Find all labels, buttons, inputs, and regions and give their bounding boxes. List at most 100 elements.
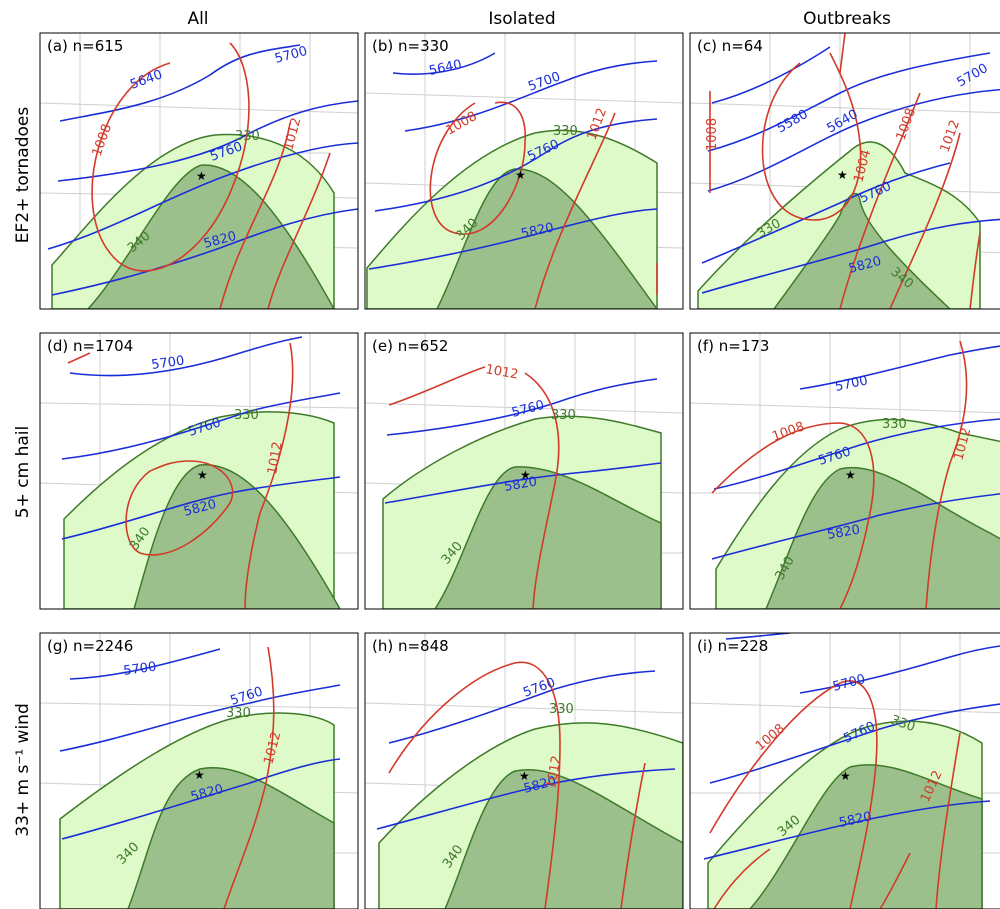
height-contour [703, 633, 1000, 860]
mslp-contour [388, 366, 560, 609]
panel-g: 5700 5760 5820 1012 330 340 ★ (g) n=2246 [39, 632, 359, 909]
theta-e-label: 330 [553, 124, 578, 139]
row-title-tornadoes: EF2+ tornadoes [13, 107, 33, 244]
panel-label: (i) n=228 [697, 637, 768, 655]
theta-e-label: 330 [234, 408, 259, 423]
mslp-contour [711, 340, 968, 609]
reference-star-icon: ★ [194, 768, 205, 782]
panel-label: (b) n=330 [372, 37, 449, 55]
reference-star-icon: ★ [837, 168, 848, 182]
height-label: 5820 [503, 474, 538, 495]
height-contour [711, 345, 1000, 560]
column-title-isolated: Isolated [488, 9, 555, 29]
panel-label: (d) n=1704 [47, 337, 133, 355]
reference-star-icon: ★ [520, 468, 531, 482]
panel-i: 5700 5760 5820 1008 1012 330 340 ★ (i) n… [689, 632, 1000, 909]
panel-h: 5760 5820 1012 330 340 ★ (h) n=848 [364, 632, 684, 909]
height-contour [701, 46, 1000, 294]
height-label: 5700 [273, 44, 309, 67]
mslp-label: 1012 [585, 106, 610, 142]
reference-star-icon: ★ [197, 468, 208, 482]
height-label: 5640 [128, 67, 164, 92]
theta-e-label: 330 [549, 702, 574, 717]
height-label: 5760 [521, 675, 557, 700]
mslp-contour [709, 680, 961, 909]
height-label: 5580 [775, 107, 811, 137]
theta-e-label: 330 [551, 408, 576, 423]
height-label: 5640 [825, 107, 861, 137]
theta-e-340-region [133, 464, 341, 609]
reference-star-icon: ★ [845, 468, 856, 482]
mslp-label: 1012 [281, 116, 304, 152]
panel-label: (f) n=173 [697, 337, 769, 355]
panel-frame [364, 632, 684, 909]
panel-label: (e) n=652 [372, 337, 448, 355]
height-label: 5700 [150, 354, 185, 373]
panel-f: 5700 5760 5820 1008 1012 330 340 ★ (f) n… [689, 332, 1000, 610]
panel-frame [689, 332, 1000, 610]
height-label: 5700 [831, 672, 867, 695]
height-label: 5820 [838, 809, 873, 831]
height-label: 5700 [526, 69, 562, 94]
panel-frame [39, 632, 359, 909]
panel-frame [39, 32, 359, 310]
mslp-contour [91, 42, 331, 309]
panel-frame [364, 32, 684, 310]
height-contour [384, 378, 662, 504]
mslp-label: 1008 [753, 721, 788, 754]
column-title-all: All [187, 9, 208, 29]
mslp-contour [429, 101, 658, 309]
panel-frame [39, 332, 359, 610]
mslp-contour [223, 646, 275, 909]
height-label: 5700 [122, 660, 157, 679]
theta-e-label: 330 [235, 129, 260, 144]
theta-e-label: 330 [226, 706, 251, 721]
panel-c: 5580 5640 5700 5760 5820 1008 1008 1004 … [689, 32, 1000, 310]
theta-e-340-region [444, 769, 683, 909]
height-contour [368, 52, 658, 270]
height-contour [47, 44, 358, 296]
height-label: 5820 [826, 522, 861, 543]
mslp-contour [709, 33, 981, 309]
mslp-label: 1008 [90, 122, 115, 158]
panel-label: (c) n=64 [697, 37, 763, 55]
height-label: 5700 [834, 373, 869, 395]
reference-star-icon: ★ [515, 168, 526, 182]
height-label: 5640 [428, 57, 463, 79]
panel-frame [689, 32, 1000, 310]
mslp-label: 1008 [705, 118, 720, 151]
mslp-label: 1012 [544, 754, 565, 789]
theta-e-340-region [773, 192, 952, 309]
height-label: 5700 [955, 61, 991, 91]
theta-e-340-region [127, 767, 335, 909]
mslp-label: 1008 [770, 419, 806, 444]
theta-e-340-region [436, 168, 658, 309]
panel-label: (h) n=848 [372, 637, 449, 655]
theta-e-340-region [86, 164, 335, 309]
mslp-label: 1012 [265, 440, 286, 475]
panel-frame [689, 632, 1000, 909]
panel-label: (a) n=615 [47, 37, 123, 55]
column-title-outbreaks: Outbreaks [803, 9, 891, 29]
panel-d: 5700 5760 5820 1012 330 340 ★ (d) n=1704 [39, 332, 359, 610]
height-contour [376, 670, 676, 830]
panel-e: 1012 5760 5820 330 340 ★ (e) n=652 [364, 332, 684, 610]
height-contour [61, 336, 341, 540]
theta-e-label: 330 [882, 417, 907, 432]
row-title-wind: 33+ m s⁻¹ wind [13, 703, 33, 837]
theta-e-340-region [765, 466, 1000, 609]
theta-e-340-region [434, 466, 662, 609]
height-label: 5820 [520, 220, 555, 242]
reference-star-icon: ★ [196, 169, 207, 183]
mslp-contour [388, 661, 646, 909]
mslp-label: 1012 [484, 362, 519, 383]
reference-star-icon: ★ [519, 769, 530, 783]
mslp-contour [67, 342, 294, 609]
row-title-hail: 5+ cm hail [13, 426, 33, 518]
panel-b: 5640 5700 5760 5820 1008 1012 330 340 ★ … [364, 32, 684, 310]
panel-frame [364, 332, 684, 610]
panel-a: 5640 5700 5760 5820 1008 1012 330 340 ★ … [39, 32, 359, 310]
height-label: 5760 [510, 398, 546, 421]
height-contour [59, 648, 341, 840]
